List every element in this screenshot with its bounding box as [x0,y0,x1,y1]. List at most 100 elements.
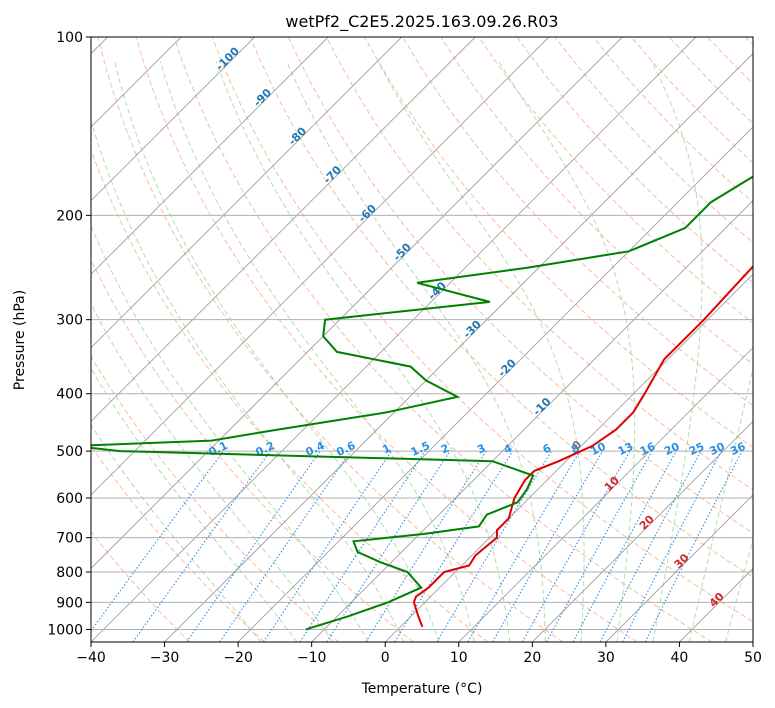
x-tick-label: 0 [381,650,390,666]
mixing-ratio-line [436,450,552,642]
x-tick-label: −10 [297,650,327,666]
dry-adiabat [364,37,753,449]
mixing-ratio-label: 13 [616,440,635,458]
moist-adiabat [91,367,298,642]
y-axis-label: Pressure (hPa) [12,290,28,390]
mixing-ratio-line [263,450,392,642]
y-tick-label: 800 [56,565,83,581]
y-tick-label: 200 [56,208,83,224]
isotherm-label: -60 [356,202,379,225]
isotherm-label: -90 [251,86,274,109]
y-tick-label: 100 [56,30,83,46]
moist-adiabat [91,118,405,642]
x-tick-label: 50 [744,650,762,666]
mixing-ratio-line [299,450,426,642]
moist-adiabat [215,61,511,642]
moist-adiabat [114,61,440,642]
moist-adiabat [377,61,585,642]
moist-adiabat [159,61,475,642]
mixing-ratio-label: 1.5 [409,439,432,459]
chart-line-labels: 0.1 0.2 0.4 0.6 1 1.5 2 3 4 6 8 10 13 16 20 25 30 36-100-… [207,44,748,609]
isotherm-label: -30 [461,318,484,341]
mixing-ratio-line [91,450,224,632]
isotherm-line [532,420,753,642]
y-tick-label: 600 [56,491,83,507]
isotherm-line [384,273,753,642]
chart-title: wetPf2_C2E5.2025.163.09.26.R03 [285,12,558,32]
mixing-ratio-line [132,450,271,642]
dry-adiabat [745,37,753,46]
mixing-ratio-label: 0.6 [334,439,357,459]
dry-adiabat [91,355,340,642]
dry-adiabat [91,148,489,642]
mixing-ratio-line [219,450,352,642]
y-tick-label: 900 [56,595,83,611]
isotherm-label: -100 [213,44,242,73]
moist-adiabat [688,365,753,642]
y-tick-label: 400 [56,387,83,403]
dry-adiabat [135,37,638,642]
x-tick-label: 20 [523,650,541,666]
chart-axes: −40 −30 −20 −10 0 10 20 30 40 5010020030040050060… [47,30,762,666]
mixing-ratio-line [644,450,743,642]
dry-adiabat [91,445,265,642]
dry-adiabat [97,37,563,642]
mixing-ratio-label: 36 [728,440,748,458]
dewpoint-profile-line [91,175,753,631]
isotherm-line [91,37,697,642]
isotherm-line [605,494,753,642]
isotherm-line [91,37,623,570]
mixing-ratio-line [365,450,487,642]
mixing-ratio-label: 1 [380,442,392,457]
mixing-ratio-label: 0.1 [207,439,230,459]
plot-frame [90,36,754,643]
isotherm-line [311,200,753,642]
chart-background-lines [91,37,753,642]
moist-adiabat [498,61,636,642]
mixing-ratio-label: 3 [475,441,487,456]
mixing-ratio-label: 2 [439,442,451,457]
dry-adiabat [402,37,753,407]
isotherm-line [91,37,329,275]
mixing-ratio-line [186,450,321,642]
mixing-ratio-label: 6 [541,441,554,456]
isotherm-line [91,37,255,202]
isotherm-label: 40 [707,590,727,610]
isotherm-label: -50 [391,240,414,263]
isotherm-line [679,567,753,642]
isotherm-line [164,52,753,642]
moist-adiabat [725,537,753,642]
dry-adiabat [249,37,753,578]
isotherm-line [91,37,403,349]
isotherm-line [752,641,753,642]
x-tick-label: 10 [450,650,468,666]
mixing-ratio-label: 30 [707,440,727,458]
mixing-ratio-line [546,450,653,642]
isotherm-label: -80 [286,124,309,147]
mixing-ratio-line [326,450,451,642]
isotherm-label: -10 [530,395,553,418]
dry-adiabat [326,37,753,491]
dry-adiabat [554,37,753,244]
mixing-ratio-line [599,450,702,642]
y-tick-label: 700 [56,531,83,547]
isotherm-line [458,347,753,642]
chart-series [91,175,753,631]
dry-adiabat [211,37,753,623]
dry-adiabat [707,37,753,85]
dry-adiabat [91,258,414,642]
isotherm-line [91,37,550,496]
x-axis-label: Temperature (°C) [361,681,483,697]
mixing-ratio-label: 20 [662,440,682,458]
x-tick-label: −40 [76,650,106,666]
y-tick-label: 1000 [47,622,83,638]
moist-adiabat [91,424,262,642]
dry-adiabat [516,37,753,284]
moist-adiabat [91,224,369,642]
x-tick-label: 40 [671,650,689,666]
isotherm-line [91,37,476,422]
dry-adiabat [91,531,191,642]
x-tick-label: −20 [223,650,253,666]
mixing-ratio-label: 16 [638,440,658,458]
